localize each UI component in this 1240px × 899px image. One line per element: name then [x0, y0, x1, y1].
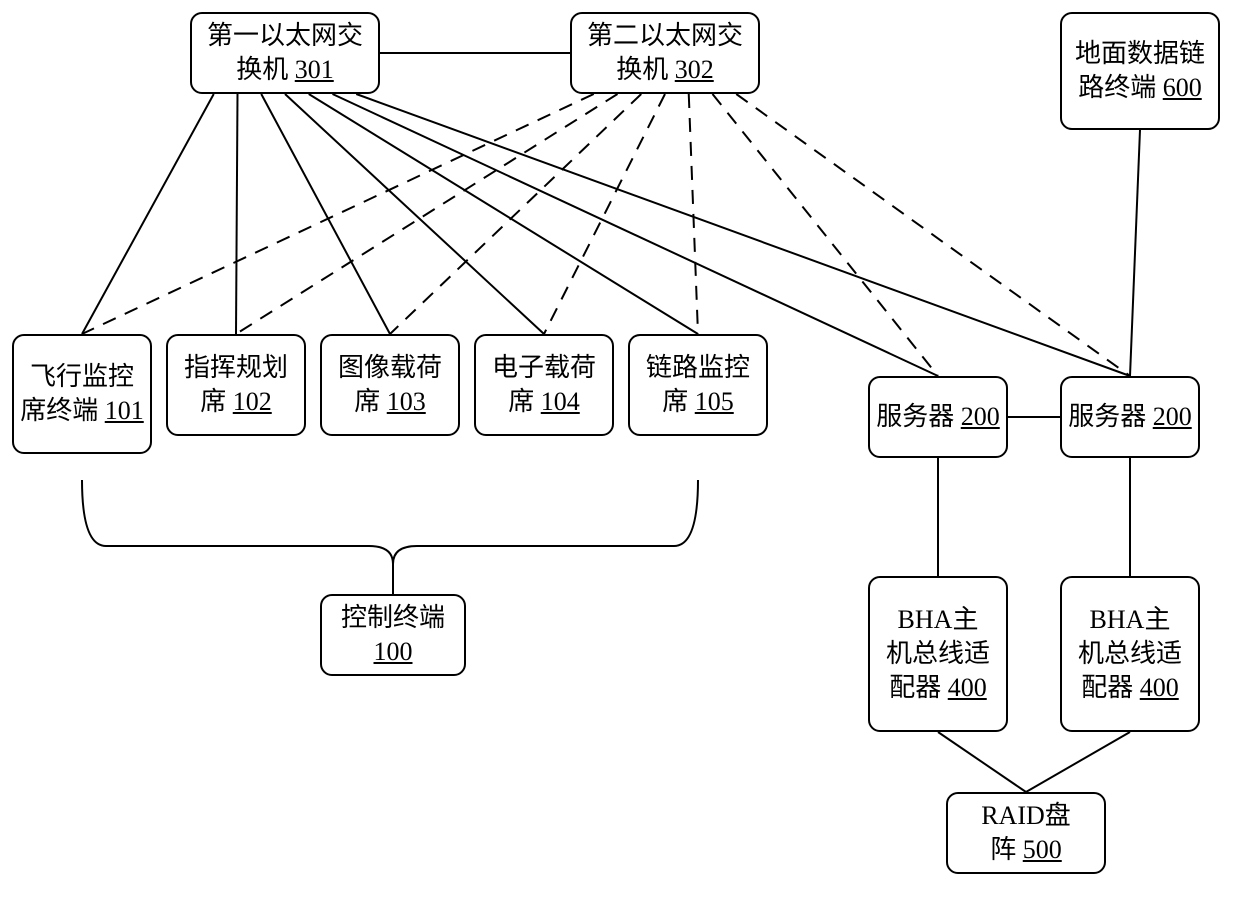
brace	[82, 480, 698, 564]
node-text-line: 配器 400	[889, 671, 987, 705]
node-ref: 104	[541, 387, 580, 416]
edge-gdt-srv2	[1130, 130, 1140, 376]
edge-sw2-srv2	[736, 94, 1130, 376]
node-ref: 302	[675, 55, 714, 84]
node-text-line: 地面数据链	[1075, 37, 1205, 71]
node-ref: 500	[1023, 835, 1062, 864]
node-ref: 200	[961, 402, 1000, 431]
node-srv2: 服务器 200	[1060, 376, 1200, 458]
node-ref: 103	[387, 387, 426, 416]
node-text-line: 控制终端 100	[324, 601, 462, 669]
node-text-line: 换机 301	[236, 53, 334, 87]
node-text-line: 路终端 600	[1078, 71, 1202, 105]
node-text-line: 席 105	[662, 385, 734, 419]
node-gdt: 地面数据链路终端 600	[1060, 12, 1220, 130]
node-t104: 电子载荷席 104	[474, 334, 614, 436]
node-text-line: 席 103	[354, 385, 426, 419]
node-t101: 飞行监控席终端 101	[12, 334, 152, 454]
node-text-line: BHA主	[898, 603, 979, 637]
edge-sw1-t102	[236, 94, 238, 334]
node-text-line: RAID盘	[981, 799, 1071, 833]
node-ref: 600	[1163, 73, 1202, 102]
node-sw2: 第二以太网交换机 302	[570, 12, 760, 94]
node-t102: 指挥规划席 102	[166, 334, 306, 436]
node-ref: 200	[1153, 402, 1192, 431]
node-text-line: 图像载荷	[338, 351, 442, 385]
node-text-line: 飞行监控	[30, 360, 134, 394]
node-bha1: BHA主机总线适配器 400	[868, 576, 1008, 732]
node-text-line: 机总线适	[1078, 637, 1182, 671]
node-ref: 100	[374, 637, 413, 666]
node-text-line: 链路监控	[646, 351, 750, 385]
node-t105: 链路监控席 105	[628, 334, 768, 436]
node-text-line: BHA主	[1090, 603, 1171, 637]
node-text-line: 第一以太网交	[207, 19, 363, 53]
node-text-line: 第二以太网交	[587, 19, 743, 53]
node-raid: RAID盘阵 500	[946, 792, 1106, 874]
node-text-line: 服务器 200	[1068, 400, 1192, 434]
node-sw1: 第一以太网交换机 301	[190, 12, 380, 94]
node-text-line: 席 102	[200, 385, 272, 419]
node-ref: 400	[1140, 673, 1179, 702]
edge-bha1-raid	[938, 732, 1026, 792]
node-ref: 400	[948, 673, 987, 702]
node-text-line: 席 104	[508, 385, 580, 419]
node-text-line: 指挥规划	[184, 351, 288, 385]
node-text-line: 服务器 200	[876, 400, 1000, 434]
node-text-line: 电子载荷	[492, 351, 596, 385]
edge-sw2-t105	[689, 94, 698, 334]
node-text-line: 机总线适	[886, 637, 990, 671]
edge-sw1-t101	[82, 94, 214, 334]
node-ref: 105	[695, 387, 734, 416]
edge-sw1-t105	[309, 94, 698, 334]
node-text-line: 席终端 101	[20, 394, 144, 428]
node-ctrl: 控制终端 100	[320, 594, 466, 676]
node-text-line: 配器 400	[1081, 671, 1179, 705]
edge-sw1-t103	[261, 94, 390, 334]
node-t103: 图像载荷席 103	[320, 334, 460, 436]
node-ref: 102	[233, 387, 272, 416]
node-text-line: 阵 500	[990, 833, 1062, 867]
node-bha2: BHA主机总线适配器 400	[1060, 576, 1200, 732]
node-srv1: 服务器 200	[868, 376, 1008, 458]
node-text-line: 换机 302	[616, 53, 714, 87]
node-ref: 301	[295, 55, 334, 84]
edge-bha2-raid	[1026, 732, 1130, 792]
node-ref: 101	[105, 396, 144, 425]
